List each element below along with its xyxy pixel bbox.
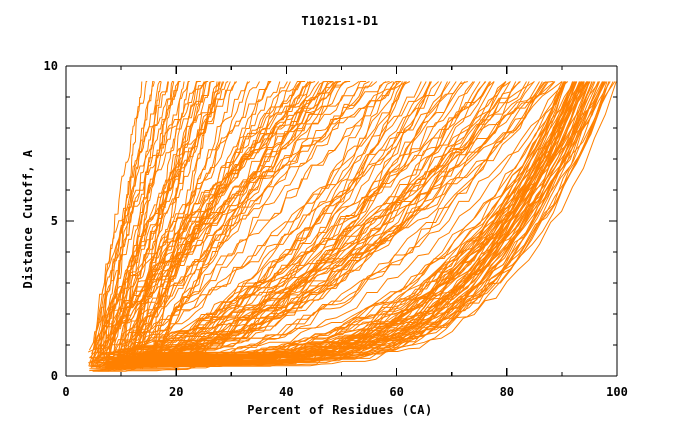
data-curve: [140, 81, 549, 370]
data-curve: [120, 81, 590, 367]
data-curve: [94, 81, 457, 354]
y-tick-label: 5: [51, 214, 58, 228]
data-curve: [112, 81, 476, 363]
x-axis-label: Percent of Residues (CA): [247, 403, 433, 417]
x-tick-label: 80: [500, 385, 514, 399]
curve-group: [87, 81, 617, 372]
data-curve: [126, 81, 593, 367]
axis-group: [65, 65, 618, 377]
x-tick-label: 20: [169, 385, 183, 399]
data-curve: [98, 81, 595, 361]
data-curve: [105, 81, 600, 370]
data-curve: [103, 81, 387, 364]
data-curve: [115, 81, 312, 364]
data-curve: [133, 81, 548, 360]
data-curve: [110, 81, 481, 353]
data-curve: [94, 81, 207, 341]
data-curve: [158, 81, 402, 358]
data-curve: [105, 81, 155, 340]
x-tick-label: 0: [62, 385, 69, 399]
data-curve: [115, 81, 205, 360]
data-curve: [123, 81, 174, 347]
data-curve: [111, 81, 563, 370]
data-curve: [109, 81, 398, 364]
data-curve: [154, 81, 218, 359]
data-curve: [100, 81, 148, 358]
data-curve: [126, 81, 530, 355]
x-tick-label: 40: [279, 385, 293, 399]
data-curve: [111, 81, 211, 342]
data-curve: [115, 81, 351, 368]
data-curve: [94, 81, 169, 348]
data-curve: [136, 81, 487, 360]
data-curve: [89, 81, 342, 367]
data-curve: [97, 81, 225, 353]
x-tick-label: 100: [606, 385, 628, 399]
tick-label-group: 0 20 40 60 80 100 0 5 10: [44, 59, 628, 399]
y-tick-label: 10: [44, 59, 58, 73]
data-curve: [105, 81, 555, 366]
data-curve: [150, 81, 335, 358]
data-curve: [109, 81, 547, 366]
data-curve: [106, 81, 260, 368]
data-curve: [95, 81, 427, 359]
data-curve: [89, 81, 611, 372]
data-curve: [104, 81, 599, 367]
data-curve: [116, 81, 535, 358]
data-curve: [124, 81, 302, 358]
data-curve: [135, 81, 281, 351]
data-curve: [146, 81, 393, 357]
data-curve: [97, 81, 439, 358]
data-curve: [131, 81, 251, 361]
data-curve: [155, 81, 373, 369]
data-curve: [118, 81, 554, 360]
data-curve: [124, 81, 578, 361]
data-curve: [99, 81, 201, 352]
y-tick-label: 0: [51, 369, 58, 383]
data-curve: [102, 81, 181, 358]
data-curve: [102, 81, 535, 355]
chart-title: T1021s1-D1: [301, 14, 379, 28]
data-curve: [105, 81, 169, 365]
data-curve: [96, 81, 325, 366]
data-curve: [130, 81, 486, 365]
data-curve: [92, 81, 411, 366]
data-curve: [133, 81, 220, 350]
data-curve: [91, 81, 231, 367]
x-tick-label: 60: [389, 385, 403, 399]
